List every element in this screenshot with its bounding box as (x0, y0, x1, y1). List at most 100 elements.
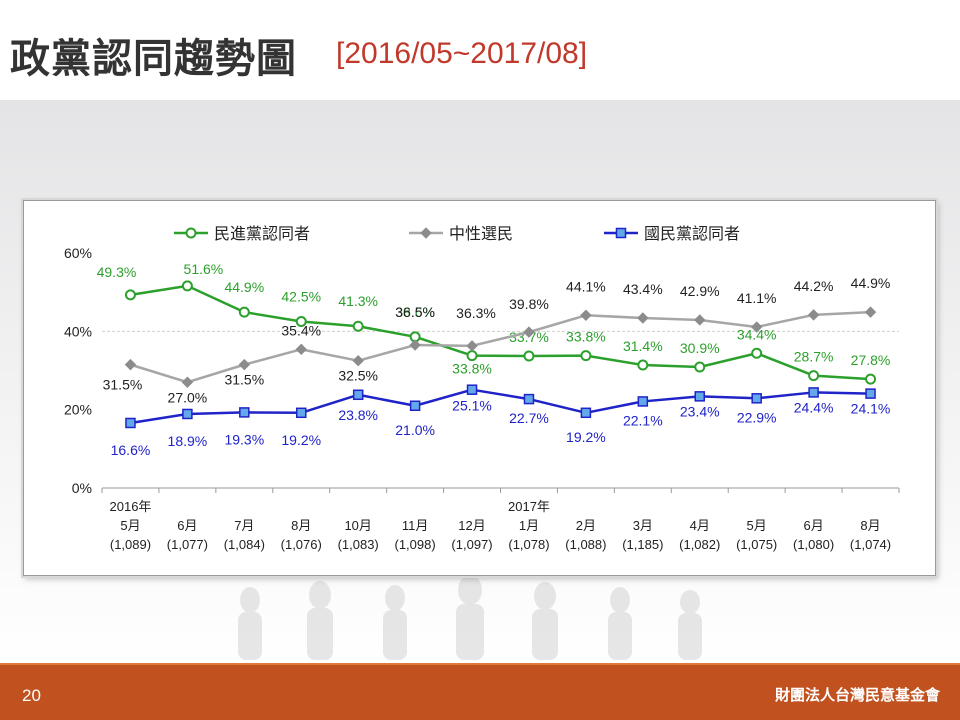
y-tick-label: 60% (64, 245, 92, 261)
data-label: 34.4% (737, 326, 777, 342)
x-tick-label: (1,075) (736, 537, 777, 552)
data-label: 30.9% (680, 340, 720, 356)
footer-bar (0, 665, 960, 720)
slide-title: 政黨認同趨勢圖 (10, 36, 297, 82)
data-point (182, 408, 193, 420)
data-point (352, 389, 364, 401)
data-label: 41.1% (737, 290, 777, 306)
data-point (295, 343, 307, 356)
data-label: 44.2% (794, 278, 834, 294)
data-point (466, 350, 478, 362)
data-point (694, 314, 706, 326)
x-tick-label: 5月 (120, 518, 140, 533)
data-point (865, 373, 877, 385)
data-point (124, 358, 137, 371)
x-tick-label: (1,074) (850, 537, 891, 552)
data-label: 33.8% (566, 329, 606, 345)
data-point (751, 393, 762, 404)
data-label: 44.1% (566, 278, 606, 294)
footer-accent-line (0, 663, 960, 666)
party-identification-line-chart: 0% 20% 40% 60% 2016年 5月 (1,089) 6月 (1,077) 7月 (1,0… (64, 225, 900, 552)
data-label: 24.1% (851, 401, 891, 417)
crowd-silhouette-decoration (238, 575, 702, 660)
organization-name: 財團法人台灣民意基金會 (774, 686, 940, 704)
y-tick-label: 20% (64, 402, 92, 418)
data-label: 19.3% (224, 431, 264, 447)
data-point (181, 280, 193, 292)
data-point (352, 355, 364, 367)
data-point (864, 306, 877, 318)
data-label: 21.0% (395, 422, 435, 438)
data-label: 22.1% (623, 412, 663, 428)
data-label: 24.4% (794, 399, 834, 415)
data-point (637, 359, 649, 371)
data-label: 44.9% (851, 275, 891, 291)
data-point (523, 350, 535, 362)
data-point (694, 361, 706, 373)
legend-marker (185, 227, 197, 239)
data-label: 31.5% (103, 377, 143, 393)
data-label: 19.2% (566, 429, 606, 445)
data-point (807, 309, 820, 321)
x-tick-label: 7月 (234, 518, 254, 533)
series-line-2 (130, 310, 871, 384)
x-tick-label: (1,082) (679, 537, 720, 552)
x-tick-label: 2月 (576, 518, 596, 533)
data-point (580, 407, 592, 419)
data-label: 22.7% (509, 410, 549, 426)
data-label: 36.3% (456, 305, 496, 321)
data-point (523, 326, 535, 338)
x-tick-label: 8月 (291, 518, 311, 533)
data-label: 27.0% (168, 389, 208, 405)
data-label: 42.5% (281, 289, 321, 305)
data-point (125, 417, 136, 429)
x-tick-label: (1,097) (451, 537, 492, 552)
data-point (580, 309, 592, 321)
y-tick-label: 40% (64, 323, 92, 339)
data-point (238, 306, 250, 318)
x-tick-label: 1月 (519, 518, 539, 533)
x-tick-label: 12月 (458, 518, 485, 533)
data-point (751, 347, 763, 359)
page-number: 20 (22, 686, 41, 705)
x-tick-label: (1,088) (565, 537, 606, 552)
data-label: 43.4% (623, 281, 663, 297)
slide-subtitle: [2016/05~2017/08] (336, 37, 588, 70)
chart-frame: 0% 20% 40% 60% 2016年 5月 (1,089) 6月 (1,077) 7月 (1,0… (23, 200, 936, 576)
data-point (409, 400, 421, 411)
data-label: 36.5% (395, 304, 435, 320)
data-point (808, 387, 819, 398)
x-tick-label: 6月 (177, 518, 197, 533)
data-label: 41.3% (338, 293, 378, 309)
x-tick-label: 6月 (803, 518, 823, 533)
data-label: 33.8% (452, 361, 492, 377)
data-point (124, 289, 136, 301)
data-label: 22.9% (737, 409, 777, 425)
x-tick-label: 3月 (633, 518, 653, 533)
legend-label: 國民黨認同者 (644, 225, 740, 243)
data-point (239, 407, 250, 418)
data-label: 35.4% (281, 322, 321, 338)
legend-label: 中性選民 (449, 225, 513, 243)
data-label: 16.6% (111, 442, 151, 458)
data-point (580, 350, 592, 362)
x-tick-label: (1,089) (110, 537, 151, 552)
x-tick-label: (1,078) (508, 537, 549, 552)
data-point (750, 321, 763, 333)
data-label: 28.7% (794, 349, 834, 365)
legend-marker (420, 227, 432, 239)
data-label: 31.4% (623, 338, 663, 354)
data-label: 44.9% (224, 279, 264, 295)
data-label: 19.2% (281, 432, 321, 448)
series-line-3 (130, 388, 871, 425)
x-tick-label: (1,083) (338, 537, 379, 552)
x-tick-label: (1,076) (281, 537, 322, 552)
x-tick-label: 10月 (344, 518, 371, 533)
x-tick-label: (1,084) (224, 537, 265, 552)
series-line-1 (130, 284, 871, 381)
x-tick-label: 8月 (860, 518, 880, 533)
data-point (295, 316, 307, 328)
x-tick-label: 4月 (690, 518, 710, 533)
x-tick-label: 11月 (402, 518, 429, 533)
data-point (523, 393, 535, 405)
